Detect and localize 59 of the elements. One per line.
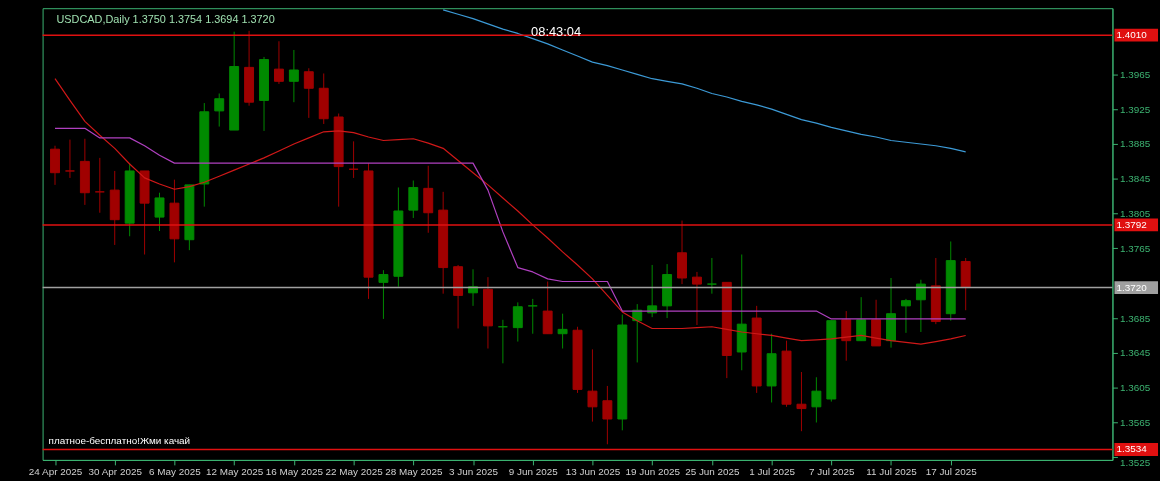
x-tick-label: 3 Jun 2025: [449, 466, 499, 478]
x-tick-label: 28 May 2025: [385, 466, 443, 478]
candlestick: [288, 49, 299, 103]
ref-line-label: 1.3534: [1116, 443, 1148, 455]
x-tick-label: 6 May 2025: [149, 466, 202, 478]
candlestick: [915, 279, 926, 333]
y-tick-label: 1.3525: [1119, 456, 1151, 468]
candlestick: [856, 296, 867, 342]
annotation: 08:43:04: [531, 23, 582, 39]
candlestick: [154, 192, 165, 232]
x-tick-label: 13 Jun 2025: [565, 466, 621, 478]
candlestick: [706, 257, 717, 295]
y-tick-label: 1.3845: [1119, 173, 1151, 185]
candlestick: [378, 269, 389, 320]
x-tick-label: 19 Jun 2025: [625, 466, 681, 478]
x-tick-label: 22 May 2025: [325, 466, 384, 478]
candlestick: [303, 67, 314, 119]
ref-line-label: 1.3720: [1116, 281, 1148, 293]
candlestick: [542, 281, 553, 335]
line-series: [54, 78, 967, 345]
candlestick: [527, 298, 538, 335]
ref-line-label: 1.3792: [1116, 218, 1147, 230]
annotation: платное-бесплатно!Жми качай: [48, 435, 191, 447]
x-tick-label: 24 Apr 2025: [28, 466, 83, 478]
candlestick: [273, 40, 284, 85]
y-tick-label: 1.3965: [1119, 68, 1151, 80]
chart-title: USDCAD,Daily 1.3750 1.3754 1.3694 1.3720: [56, 13, 275, 26]
candlestick: [796, 371, 807, 432]
candlestick: [841, 310, 852, 362]
line-series: [442, 9, 967, 153]
candlestick: [408, 180, 419, 219]
candlestick: [64, 139, 75, 179]
y-tick-label: 1.3805: [1119, 208, 1151, 220]
candlestick: [214, 93, 225, 128]
x-tick-label: 9 Jun 2025: [508, 466, 559, 478]
y-tick-label: 1.3885: [1119, 138, 1151, 150]
x-tick-label: 7 Jul 2025: [808, 466, 856, 478]
candlestick: [692, 271, 702, 326]
x-tick-label: 1 Jul 2025: [749, 466, 796, 478]
y-tick-label: 1.3605: [1119, 382, 1151, 394]
x-tick-label: 25 Jun 2025: [685, 466, 741, 478]
candlestick: [557, 313, 568, 350]
candlestick: [901, 298, 911, 334]
ref-line-label: 1.4010: [1116, 29, 1148, 41]
y-tick-label: 1.3645: [1119, 347, 1151, 359]
candlestick: [50, 145, 60, 186]
x-tick-label: 30 Apr 2025: [88, 466, 143, 478]
x-tick-label: 17 Jul 2025: [925, 466, 978, 478]
x-tick-label: 16 May 2025: [265, 466, 324, 478]
y-tick-label: 1.3925: [1119, 103, 1151, 115]
candlestick: [811, 376, 822, 423]
x-tick-label: 12 May 2025: [206, 466, 264, 478]
candlestick: [602, 385, 613, 445]
y-tick-label: 1.3685: [1119, 312, 1151, 324]
y-tick-label: 1.3565: [1119, 416, 1151, 428]
candlestick: [587, 348, 598, 423]
y-tick-label: 1.3765: [1119, 242, 1151, 254]
x-tick-label: 11 Jul 2025: [866, 466, 918, 478]
candlestick: [512, 301, 523, 343]
